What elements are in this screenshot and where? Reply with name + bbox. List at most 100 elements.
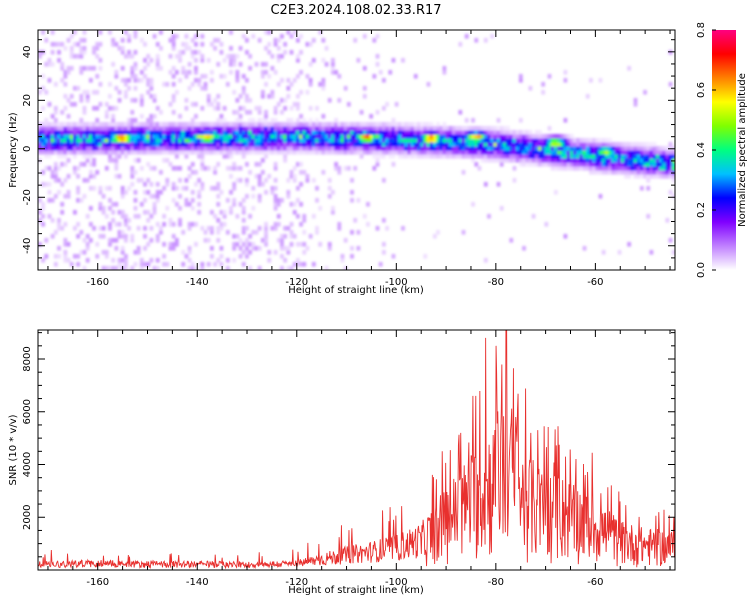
- heatmap-cell: [50, 198, 55, 203]
- heatmap-cell: [302, 150, 307, 155]
- heatmap-cell: [643, 174, 647, 179]
- heatmap-cell: [114, 202, 119, 207]
- heatmap-cell: [190, 118, 195, 123]
- heatmap-cell: [88, 206, 93, 211]
- heatmap-cell: [286, 130, 291, 135]
- heatmap-cell: [302, 218, 307, 223]
- heatmap-cell: [197, 202, 202, 207]
- heatmap-cell: [295, 126, 300, 131]
- heatmap-cell: [219, 122, 224, 127]
- heatmap-cell: [85, 258, 90, 263]
- heatmap-cell: [671, 194, 675, 199]
- heatmap-cell: [611, 146, 616, 151]
- heatmap-cell: [88, 154, 93, 159]
- heatmap-cell: [401, 146, 405, 151]
- heatmap-cell: [73, 254, 77, 259]
- heatmap-cell: [579, 142, 584, 147]
- heatmap-cell: [168, 134, 173, 139]
- heatmap-cell: [248, 126, 252, 131]
- heatmap-cell: [283, 98, 288, 103]
- heatmap-cell: [257, 118, 262, 123]
- heatmap-cell: [276, 46, 281, 51]
- heatmap-cell: [111, 258, 116, 263]
- heatmap-cell: [452, 126, 456, 131]
- heatmap-cell: [369, 138, 374, 143]
- heatmap-cell: [41, 86, 45, 91]
- x-tick-label: -160: [86, 277, 109, 288]
- heatmap-cell: [585, 138, 590, 143]
- heatmap-cell: [327, 134, 332, 139]
- heatmap-cell: [346, 122, 351, 127]
- heatmap-cell: [413, 126, 418, 131]
- heatmap-cell: [601, 138, 606, 143]
- heatmap-cell: [79, 94, 84, 99]
- heatmap-cell: [184, 178, 189, 183]
- heatmap-cell: [76, 262, 81, 267]
- heatmap-cell: [359, 150, 364, 155]
- heatmap-cell: [155, 54, 160, 59]
- heatmap-cell: [47, 190, 52, 195]
- heatmap-cell: [184, 134, 189, 139]
- y-tick-label: 0: [22, 146, 33, 152]
- heatmap-cell: [503, 126, 507, 131]
- heatmap-cell: [88, 222, 93, 227]
- heatmap-cell: [550, 142, 555, 147]
- heatmap-cell: [181, 150, 186, 155]
- heatmap-cell: [127, 126, 131, 131]
- heatmap-cell: [98, 134, 103, 139]
- heatmap-cell: [238, 130, 243, 135]
- heatmap-cell: [388, 142, 393, 147]
- heatmap-cell: [245, 242, 249, 247]
- heatmap-cell: [292, 142, 297, 147]
- heatmap-cell: [372, 154, 377, 159]
- heatmap-cell: [289, 150, 294, 155]
- heatmap-cell: [98, 186, 103, 191]
- heatmap-cell: [200, 134, 205, 139]
- heatmap-cell: [38, 218, 42, 223]
- heatmap-cell: [522, 154, 526, 159]
- x-tick-label: -80: [488, 577, 504, 588]
- heatmap-cell: [251, 242, 256, 247]
- heatmap-cell: [305, 142, 310, 147]
- heatmap-cell: [378, 146, 383, 151]
- heatmap-cell: [184, 106, 189, 111]
- heatmap-cell: [101, 210, 106, 215]
- heatmap-cell: [73, 86, 77, 91]
- heatmap-cell: [397, 150, 402, 155]
- heatmap-cell: [124, 54, 128, 59]
- heatmap-cell: [82, 50, 87, 55]
- heatmap-cell: [649, 174, 654, 179]
- heatmap-cell: [302, 122, 307, 127]
- heatmap-cell: [216, 126, 221, 131]
- heatmap-cell: [41, 126, 45, 131]
- heatmap-cell: [423, 122, 428, 127]
- heatmap-cell: [270, 134, 275, 139]
- heatmap-cell: [69, 94, 74, 99]
- heatmap-cell: [127, 118, 131, 123]
- heatmap-cell: [614, 146, 619, 151]
- heatmap-cell: [159, 146, 163, 151]
- heatmap-cell: [203, 138, 208, 143]
- heatmap-cell: [292, 130, 297, 135]
- heatmap-cell: [38, 142, 42, 147]
- heatmap-cell: [598, 166, 603, 171]
- heatmap-cell: [41, 170, 45, 175]
- heatmap-cell: [241, 74, 246, 79]
- heatmap-cell: [340, 126, 345, 131]
- heatmap-cell: [152, 122, 157, 127]
- heatmap-cell: [273, 110, 278, 115]
- heatmap-cell: [276, 54, 281, 59]
- heatmap-cell: [178, 146, 182, 151]
- heatmap-cell: [356, 134, 361, 139]
- heatmap-cell: [101, 206, 106, 211]
- heatmap-cell: [130, 118, 135, 123]
- heatmap-cell: [499, 150, 504, 155]
- heatmap-cell: [251, 118, 256, 123]
- y-tick-label: 4000: [22, 452, 33, 477]
- heatmap-cell: [375, 54, 380, 59]
- heatmap-cell: [499, 154, 504, 159]
- heatmap-cell: [633, 162, 638, 167]
- heatmap-cell: [174, 146, 179, 151]
- heatmap-cell: [534, 142, 539, 147]
- heatmap-cell: [200, 74, 205, 79]
